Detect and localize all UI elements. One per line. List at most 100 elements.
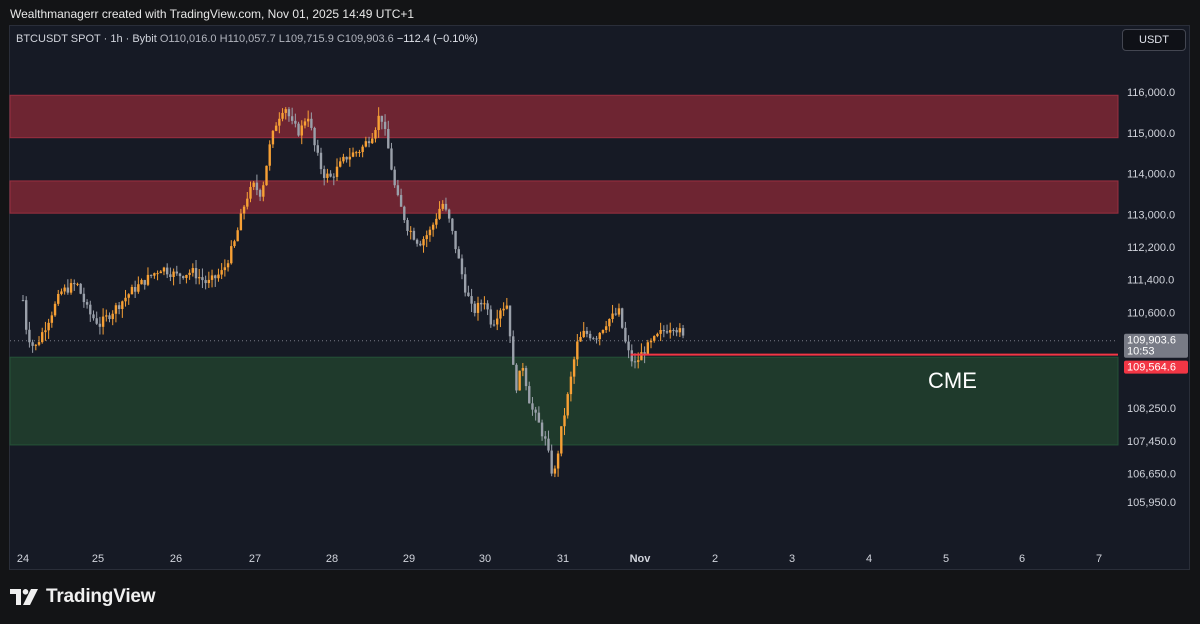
candle-body: [153, 273, 156, 276]
candle: [479, 299, 483, 312]
symbol-label[interactable]: BTCUSDT SPOT · 1h · Bybit: [16, 33, 157, 45]
candle-body: [467, 292, 470, 297]
x-tick-label: 30: [479, 553, 491, 565]
candle-body: [371, 138, 374, 144]
x-tick-label: 3: [789, 553, 795, 565]
candle: [156, 270, 159, 281]
candle: [454, 230, 457, 254]
candle-body: [367, 141, 371, 144]
y-tick-label: 110,600.0: [1127, 307, 1175, 319]
candle: [640, 343, 643, 361]
candle-body: [124, 297, 127, 302]
x-tick-label: 28: [326, 553, 338, 565]
candle: [281, 108, 284, 122]
candle-body: [217, 274, 220, 279]
candle-body: [598, 332, 601, 340]
candle-body: [265, 165, 268, 186]
candle-body: [524, 368, 528, 387]
candle: [569, 371, 573, 402]
candle-body: [85, 302, 89, 305]
candle-body: [316, 145, 319, 153]
candle: [483, 296, 486, 310]
candle: [358, 149, 361, 157]
x-tick-label: Nov: [630, 553, 652, 565]
candle: [492, 319, 496, 327]
candle-body: [646, 342, 650, 355]
candle-body: [547, 438, 550, 451]
candle-body: [303, 121, 307, 126]
candle: [188, 269, 191, 280]
candle: [531, 397, 534, 416]
candle-body: [374, 130, 377, 139]
resistance-zone-1[interactable]: [9, 180, 1119, 214]
candle-body: [447, 209, 451, 219]
candle-body: [643, 352, 646, 355]
candle: [191, 263, 195, 277]
candle-body: [518, 370, 521, 391]
candle-body: [178, 273, 182, 277]
candle-body: [656, 333, 659, 337]
candle: [467, 285, 470, 297]
support-zone[interactable]: [9, 356, 1119, 446]
candle: [226, 259, 230, 272]
ohlc-legend: BTCUSDT SPOT · 1h · Bybit O110,016.0 H11…: [16, 33, 478, 45]
candle: [393, 166, 396, 188]
candle: [566, 392, 569, 419]
candle: [66, 279, 70, 295]
candle-body: [188, 272, 191, 275]
candle: [614, 307, 617, 316]
candle-body: [284, 109, 287, 113]
candle: [653, 335, 656, 343]
candle: [457, 246, 460, 259]
candle-body: [608, 319, 611, 327]
y-tick-label: 112,200.0: [1127, 242, 1175, 254]
candle-body: [576, 341, 579, 360]
open-value: 110,016.0: [168, 33, 217, 45]
y-tick-label: 115,000.0: [1127, 128, 1175, 140]
tradingview-brand: TradingView: [10, 586, 156, 608]
candle-body: [233, 241, 236, 247]
change-value: −112.4 (−0.10%): [396, 33, 478, 45]
candle: [140, 278, 143, 285]
candle: [537, 406, 541, 423]
candle-body: [496, 318, 499, 325]
candle-body: [355, 152, 358, 154]
candle: [576, 333, 579, 367]
candle: [553, 465, 557, 478]
candle: [361, 144, 364, 158]
candle-body: [601, 329, 605, 333]
x-tick-label: 4: [866, 553, 872, 565]
candle: [121, 300, 124, 318]
candle: [290, 107, 294, 125]
candle-body: [294, 120, 297, 124]
candle: [505, 297, 509, 310]
candle: [265, 165, 268, 186]
tradingview-logo-icon: [10, 589, 38, 605]
candle-body: [204, 280, 207, 284]
candle: [669, 322, 672, 339]
candle: [60, 288, 63, 296]
candle-body: [127, 294, 130, 298]
candle-body: [28, 329, 31, 343]
candle: [37, 336, 41, 347]
candle: [53, 301, 57, 317]
candle: [271, 129, 275, 149]
candle-body: [463, 274, 467, 293]
candle: [431, 222, 435, 237]
open-key: O: [159, 33, 169, 45]
candle-body: [339, 161, 342, 167]
candle-body: [595, 338, 598, 340]
candle: [258, 188, 262, 202]
candle: [50, 311, 54, 328]
candle: [345, 156, 348, 163]
candle-body: [505, 305, 509, 309]
resistance-zone-0[interactable]: [9, 94, 1119, 139]
candle: [178, 272, 182, 285]
candle-body: [73, 283, 76, 285]
currency-button[interactable]: USDT: [1122, 29, 1186, 51]
candle: [608, 318, 611, 332]
candle-body: [476, 302, 480, 313]
candle-body: [675, 330, 678, 333]
candle-body: [672, 329, 675, 331]
